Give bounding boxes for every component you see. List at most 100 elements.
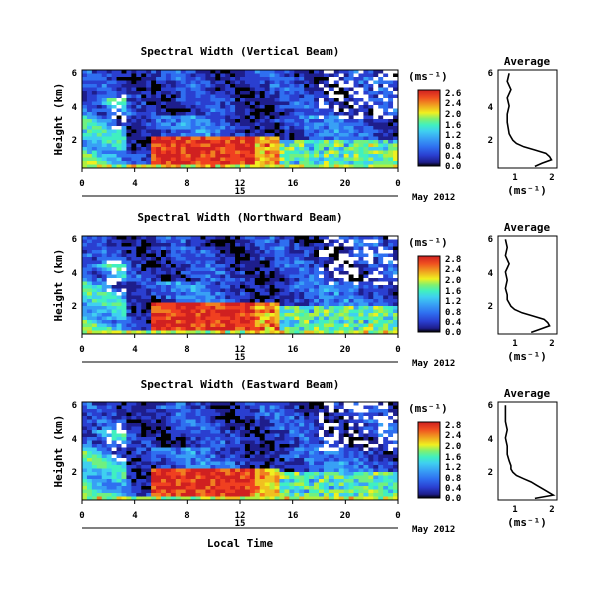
heatmap-cell [294,402,299,406]
heatmap-cell [161,299,166,303]
heatmap-cell [82,91,87,95]
heatmap-cell [141,109,146,113]
heatmap-cell [210,490,215,494]
heatmap-cell [309,147,314,151]
heatmap-cell [181,317,186,321]
heatmap-cell [146,247,151,251]
heatmap-cell [289,236,294,240]
heatmap-cell [171,327,176,331]
heatmap-cell [215,254,220,258]
heatmap-cell [245,437,250,441]
heatmap-cell [176,126,181,130]
heatmap-cell [255,434,260,438]
heatmap-cell [112,119,117,123]
heatmap-cell [354,240,359,244]
heatmap-cell [191,303,196,307]
heatmap-cell [309,140,314,144]
heatmap-cell [255,70,260,74]
heatmap-cell [324,91,329,95]
heatmap-cell [201,102,206,106]
heatmap-cell [215,154,220,158]
heatmap-cell [255,236,260,240]
heatmap-cell [201,289,206,293]
heatmap-cell [225,458,230,462]
heatmap-cell [309,292,314,296]
heatmap-cell [136,254,141,258]
heatmap-cell [186,472,191,476]
heatmap-cell [265,275,270,279]
heatmap-cell [319,257,324,261]
heatmap-cell [122,458,127,462]
heatmap-cell [136,261,141,265]
heatmap-cell [122,261,127,265]
heatmap-cell [339,102,344,106]
heatmap-cell [131,144,136,148]
heatmap-cell [205,299,210,303]
heatmap-cell [378,133,383,137]
colorbar-tick: 2.8 [445,255,461,265]
colorbar-tick: 2.0 [445,276,461,286]
heatmap-cell [97,296,102,300]
heatmap-cell [102,264,107,268]
heatmap-cell [191,324,196,328]
heatmap-cell [112,144,117,148]
heatmap-cell [186,264,191,268]
heatmap-cell [329,147,334,151]
heatmap-cell [284,105,289,109]
colorbar-tick: 0.4 [445,318,462,328]
heatmap-cell [166,493,171,497]
heatmap-cell [344,310,349,314]
heatmap-cell [388,126,393,130]
heatmap-cell [299,278,304,282]
heatmap-cell [215,285,220,289]
heatmap-cell [230,282,235,286]
heatmap-cell [126,299,131,303]
heatmap-cell [166,444,171,448]
heatmap-cell [141,254,146,258]
heatmap-cell [141,416,146,420]
heatmap-cell [260,455,265,459]
heatmap-cell [275,324,280,328]
heatmap-cell [334,102,339,106]
heatmap-cell [215,317,220,321]
heatmap-cell [107,88,112,92]
heatmap-cell [359,74,364,78]
heatmap-cell [368,74,373,78]
heatmap-cell [176,483,181,487]
heatmap-cell [196,116,201,120]
heatmap-cell [176,455,181,459]
heatmap-cell [260,154,265,158]
heatmap-cell [102,462,107,466]
heatmap-cell [122,441,127,445]
heatmap-cell [304,465,309,469]
heatmap-cell [122,74,127,78]
heatmap-cell [156,282,161,286]
heatmap-cell [304,285,309,289]
heatmap-cell [220,423,225,427]
heatmap-cell [112,261,117,265]
heatmap-cell [126,105,131,109]
heatmap-cell [319,289,324,293]
heatmap-cell [230,406,235,410]
heatmap-cell [131,469,136,473]
heatmap-cell [383,250,388,254]
heatmap-cell [260,310,265,314]
heatmap-cell [324,250,329,254]
heatmap-cell [92,126,97,130]
heatmap-cell [280,313,285,317]
heatmap-cell [354,158,359,162]
heatmap-cell [156,416,161,420]
heatmap-cell [220,257,225,261]
heatmap-cell [112,299,117,303]
heatmap-cell [250,140,255,144]
heatmap-cell [294,444,299,448]
heatmap-cell [265,289,270,293]
heatmap-cell [186,317,191,321]
heatmap-cell [359,271,364,275]
heatmap-cell [166,409,171,413]
heatmap-cell [225,236,230,240]
heatmap-cell [122,109,127,113]
heatmap-cell [176,88,181,92]
heatmap-cell [146,137,151,141]
heatmap-cell [363,303,368,307]
